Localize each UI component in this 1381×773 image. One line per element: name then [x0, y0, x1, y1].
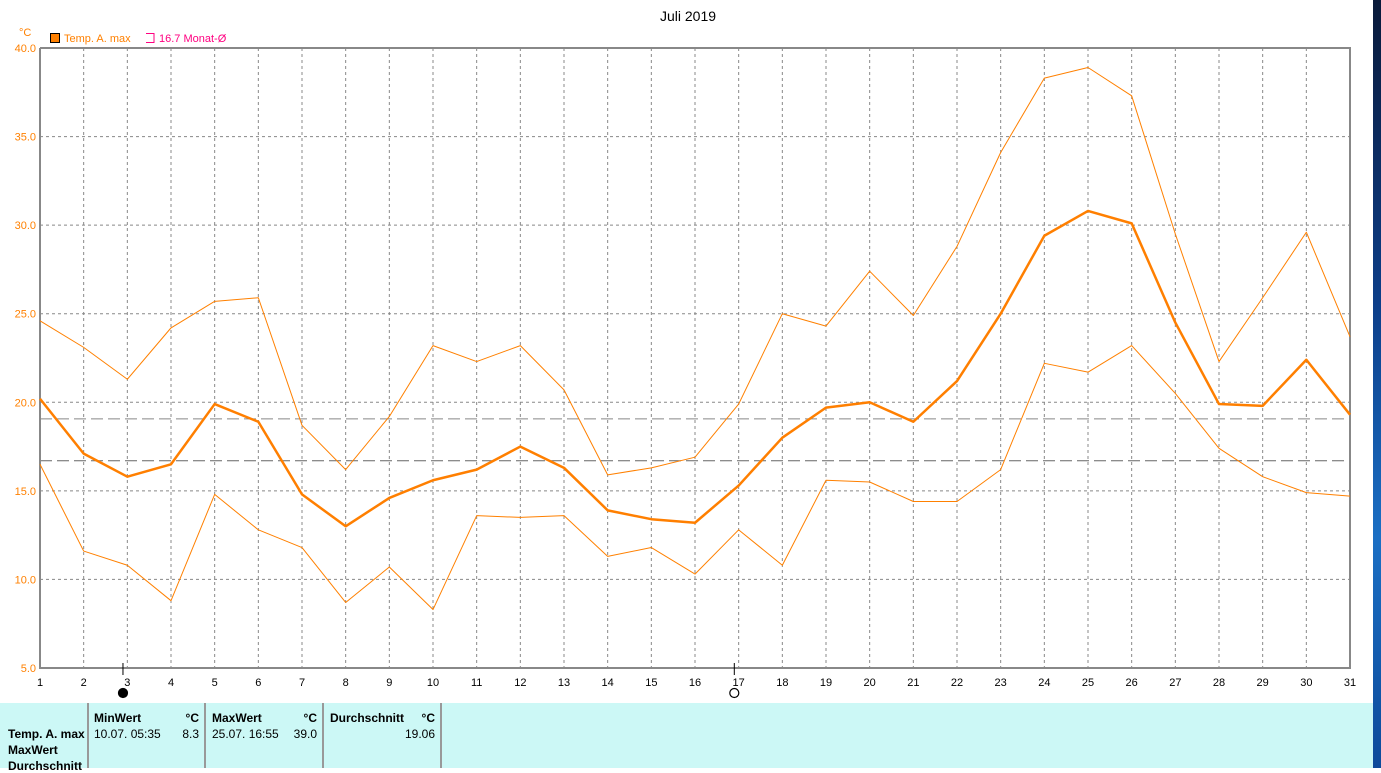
x-tick-label: 18 [776, 677, 788, 689]
min-header: MinWert [94, 711, 141, 725]
x-tick-label: 9 [386, 677, 392, 689]
y-tick-label: 20.0 [15, 397, 36, 409]
legend-swatch-monthavg [146, 34, 154, 43]
avg-column: Durchschnitt °C 19.06 [324, 703, 442, 768]
x-tick-label: 24 [1038, 677, 1050, 689]
x-tick-label: 2 [81, 677, 87, 689]
avg-value: 19.06 [405, 727, 435, 741]
row-label: MaxWert [8, 743, 58, 757]
row-label: Durchschnitt [8, 759, 82, 773]
desktop-background [1373, 0, 1381, 768]
min-column: MinWert °C 10.07. 05:35 8.3 [89, 703, 206, 768]
x-tick-label: 8 [343, 677, 349, 689]
y-axis-unit: °C [19, 27, 31, 39]
x-tick-label: 29 [1257, 677, 1269, 689]
x-tick-label: 22 [951, 677, 963, 689]
max-column: MaxWert °C 25.07. 16:55 39.0 [206, 703, 324, 768]
min-unit: °C [186, 711, 199, 725]
x-tick-label: 28 [1213, 677, 1225, 689]
x-tick-label: 25 [1082, 677, 1094, 689]
x-tick-label: 15 [645, 677, 657, 689]
chart: Juli 2019 °C Temp. A. max 16.7 Monat-Ø 5.0 10… [0, 0, 1373, 703]
legend-label-temp: Temp. A. max [64, 33, 131, 45]
full-moon-icon [118, 689, 127, 698]
legend-swatch-temp [51, 34, 60, 43]
min-date: 10.07. 05:35 [94, 727, 161, 741]
x-tick-label: 1 [37, 677, 43, 689]
y-tick-label: 25.0 [15, 309, 36, 321]
x-tick-label: 4 [168, 677, 174, 689]
x-tick-label: 3 [124, 677, 130, 689]
row-labels: Temp. A. max MaxWert Durchschnitt [0, 703, 89, 768]
avg-unit: °C [422, 711, 435, 725]
y-tick-label: 35.0 [15, 132, 36, 144]
x-tick-label: 21 [907, 677, 919, 689]
avg-header: Durchschnitt [330, 711, 404, 725]
x-tick-label: 19 [820, 677, 832, 689]
x-tick-label: 30 [1300, 677, 1312, 689]
x-tick-label: 26 [1126, 677, 1138, 689]
x-tick-label: 16 [689, 677, 701, 689]
y-tick-label: 5.0 [21, 663, 36, 675]
x-tick-label: 13 [558, 677, 570, 689]
legend-label-monthavg: 16.7 Monat-Ø [159, 33, 227, 45]
x-tick-label: 10 [427, 677, 439, 689]
x-tick-label: 11 [471, 677, 482, 689]
max-date: 25.07. 16:55 [212, 727, 279, 741]
x-tick-label: 20 [864, 677, 876, 689]
x-tick-label: 17 [733, 677, 745, 689]
stats-panel: Temp. A. max MaxWert Durchschnitt MinWer… [0, 703, 1373, 768]
chart-title: Juli 2019 [660, 8, 716, 24]
min-value: 8.3 [182, 727, 199, 741]
x-tick-label: 14 [602, 677, 614, 689]
x-tick-label: 23 [995, 677, 1007, 689]
y-tick-label: 40.0 [15, 43, 36, 55]
max-value: 39.0 [294, 727, 317, 741]
x-tick-label: 27 [1169, 677, 1181, 689]
x-tick-label: 7 [299, 677, 305, 689]
row-label: Temp. A. max [8, 727, 85, 741]
x-tick-label: 31 [1344, 677, 1356, 689]
x-tick-label: 5 [212, 677, 218, 689]
y-tick-label: 10.0 [15, 574, 36, 586]
new-moon-icon [730, 689, 739, 698]
x-tick-label: 12 [514, 677, 526, 689]
max-unit: °C [304, 711, 317, 725]
max-header: MaxWert [212, 711, 262, 725]
y-tick-label: 15.0 [15, 486, 36, 498]
x-tick-label: 6 [255, 677, 261, 689]
y-tick-label: 30.0 [15, 220, 36, 232]
